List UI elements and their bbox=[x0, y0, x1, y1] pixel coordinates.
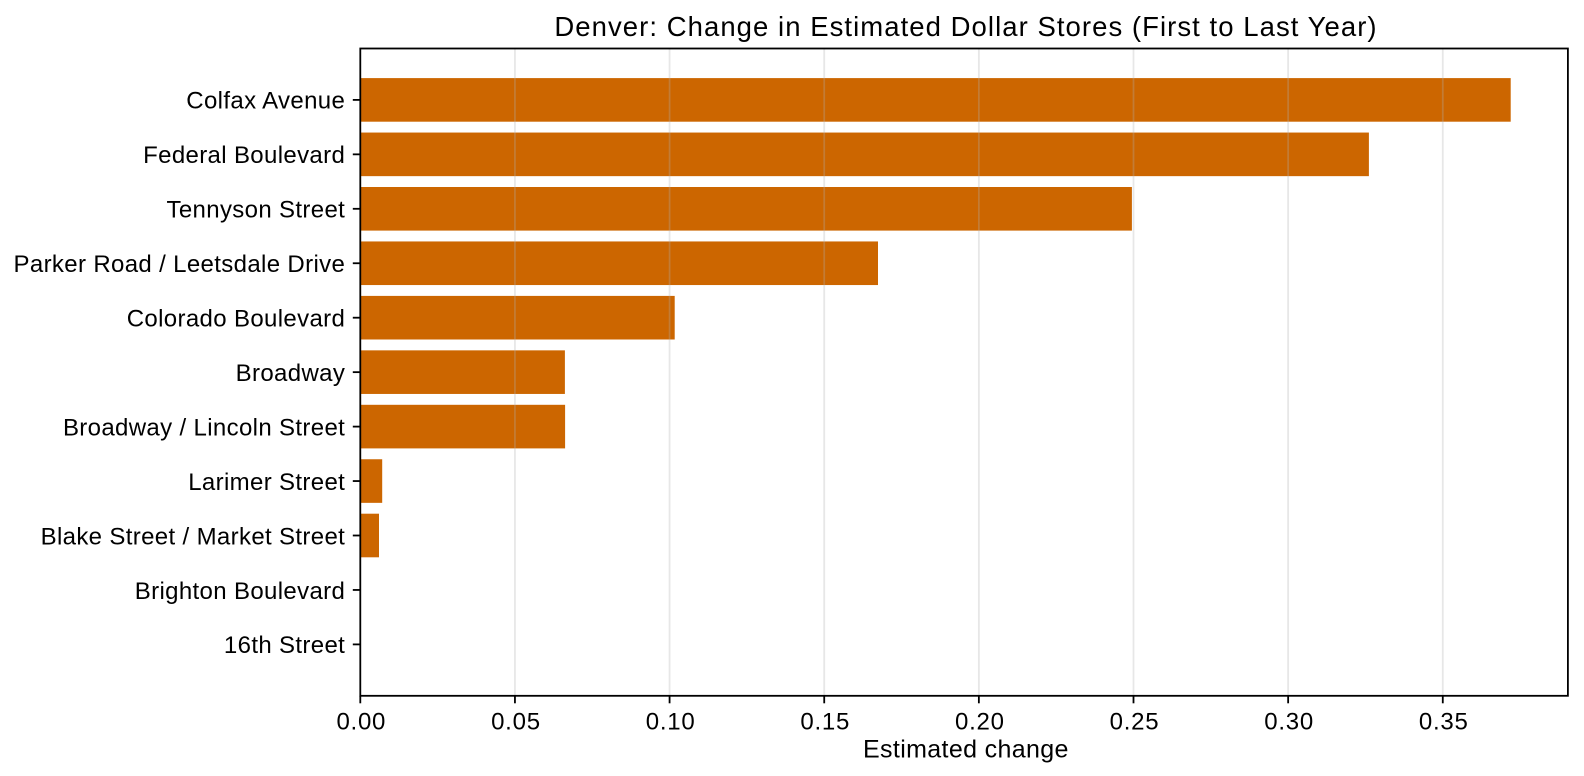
svg-text:Broadway / Lincoln Street: Broadway / Lincoln Street bbox=[63, 414, 345, 441]
svg-text:0.20: 0.20 bbox=[955, 708, 1005, 735]
svg-text:0.30: 0.30 bbox=[1264, 708, 1314, 735]
svg-text:Larimer Street: Larimer Street bbox=[188, 469, 345, 496]
svg-text:0.00: 0.00 bbox=[336, 708, 386, 735]
svg-text:Denver: Change in Estimated Do: Denver: Change in Estimated Dollar Store… bbox=[554, 11, 1377, 42]
svg-text:Blake Street / Market Street: Blake Street / Market Street bbox=[41, 523, 346, 550]
svg-text:Brighton Boulevard: Brighton Boulevard bbox=[135, 578, 345, 605]
svg-text:0.10: 0.10 bbox=[646, 708, 696, 735]
svg-text:0.15: 0.15 bbox=[800, 708, 850, 735]
svg-text:Tennyson Street: Tennyson Street bbox=[167, 197, 346, 224]
svg-text:Colorado Boulevard: Colorado Boulevard bbox=[127, 306, 345, 333]
svg-text:0.25: 0.25 bbox=[1110, 708, 1160, 735]
svg-text:16th Street: 16th Street bbox=[224, 632, 345, 659]
svg-text:Colfax Avenue: Colfax Avenue bbox=[186, 88, 345, 115]
svg-text:0.35: 0.35 bbox=[1419, 708, 1469, 735]
svg-text:Estimated change: Estimated change bbox=[863, 735, 1069, 763]
svg-text:Federal Boulevard: Federal Boulevard bbox=[143, 142, 345, 169]
svg-text:Broadway: Broadway bbox=[236, 360, 346, 387]
svg-text:Parker Road / Leetsdale Drive: Parker Road / Leetsdale Drive bbox=[14, 251, 346, 278]
svg-text:0.05: 0.05 bbox=[491, 708, 541, 735]
